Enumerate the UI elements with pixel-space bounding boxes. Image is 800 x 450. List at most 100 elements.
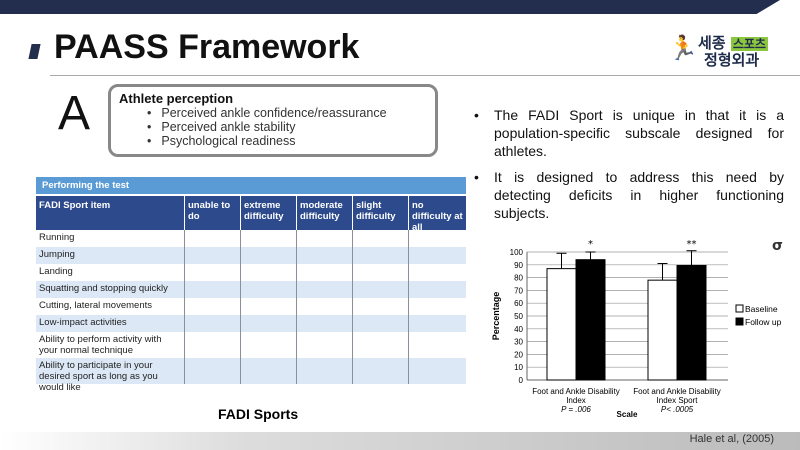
y-tick-label: 50 [514, 312, 523, 321]
table-row: Jumping [36, 247, 466, 264]
item-cell: Running [36, 230, 185, 247]
rating-cell [297, 230, 353, 247]
table-row: Cutting, lateral movements [36, 298, 466, 315]
rating-cell [409, 315, 466, 332]
bar-baseline [546, 268, 577, 381]
rating-cell [409, 230, 466, 247]
item-cell: Squatting and stopping quickly [36, 281, 185, 298]
rating-cell [353, 264, 409, 281]
column-header: slight difficulty [353, 196, 409, 230]
x-axis-label: Scale [617, 410, 638, 419]
y-tick-label: 40 [514, 325, 523, 334]
rating-cell [297, 358, 353, 384]
rating-cell [185, 247, 241, 264]
bullet-points: • The FADI Sport is unique in that it is … [474, 106, 784, 230]
rating-cell [353, 230, 409, 247]
title-divider [50, 75, 800, 76]
table-row: Squatting and stopping quickly [36, 281, 466, 298]
box-heading: Athlete perception [119, 91, 234, 106]
x-tick-label: Foot and Ankle Disability [633, 387, 721, 396]
rating-cell [297, 247, 353, 264]
sigma-icon: σ [772, 238, 783, 254]
bar-follow-up [676, 264, 707, 381]
y-tick-label: 30 [514, 338, 523, 347]
table-title: Performing the test [36, 177, 466, 194]
p-value: P< .0005 [661, 405, 694, 414]
y-tick-label: 60 [514, 299, 523, 308]
rating-cell [297, 315, 353, 332]
significance-marker: * [588, 239, 593, 250]
y-tick-label: 80 [514, 274, 523, 283]
bullet-point: • It is designed to address this need by … [474, 169, 784, 221]
bar-baseline [647, 279, 678, 381]
bullet-text: The FADI Sport is unique in that it is a… [494, 107, 784, 159]
x-tick-label: Foot and Ankle Disability [532, 387, 620, 396]
rating-cell [409, 281, 466, 298]
table-row: Landing [36, 264, 466, 281]
y-tick-label: 10 [514, 363, 523, 372]
legend-label: Baseline [745, 304, 778, 314]
rating-cell [353, 281, 409, 298]
rating-cell [185, 315, 241, 332]
section-letter: A [58, 87, 91, 140]
rating-cell [241, 332, 297, 358]
rating-cell [409, 247, 466, 264]
rating-cell [409, 332, 466, 358]
logo-tag: 스포츠 [730, 37, 768, 51]
title-marker [28, 44, 41, 59]
athlete-perception-box: Athlete perception Perceived ankle confi… [108, 84, 438, 157]
y-tick-label: 20 [514, 350, 523, 359]
rating-cell [241, 247, 297, 264]
legend-swatch [735, 304, 744, 313]
y-tick-label: 0 [519, 376, 524, 385]
bullet-text: It is designed to address this need by d… [494, 169, 784, 221]
column-header: unable to do [185, 196, 241, 230]
y-tick-label: 70 [514, 286, 523, 295]
y-tick-label: 100 [510, 248, 524, 257]
rating-cell [353, 298, 409, 315]
rating-cell [185, 264, 241, 281]
rating-cell [409, 264, 466, 281]
page-title: PAASS Framework [54, 28, 360, 66]
y-tick-label: 90 [514, 261, 523, 270]
rating-cell [297, 264, 353, 281]
legend-swatch [735, 317, 744, 326]
item-cell: Low-impact activities [36, 315, 185, 332]
rating-cell [241, 230, 297, 247]
rating-cell [241, 264, 297, 281]
box-item: Perceived ankle stability [147, 120, 427, 134]
p-value: P = .006 [561, 405, 591, 414]
bar-follow-up [575, 259, 606, 381]
rating-cell [353, 358, 409, 384]
fadi-table: Performing the test FADI Sport item unab… [36, 177, 466, 393]
table-row: Low-impact activities [36, 315, 466, 332]
logo-text: 세종 [698, 34, 726, 52]
rating-cell [185, 298, 241, 315]
table-row: Ability to participate in your desired s… [36, 358, 466, 393]
rating-cell [241, 315, 297, 332]
item-cell: Ability to participate in your desired s… [36, 358, 185, 393]
x-tick-label: Index [566, 396, 586, 405]
y-axis-label: Percentage [491, 292, 501, 341]
top-bar [0, 0, 780, 14]
rating-cell [185, 332, 241, 358]
column-header: extreme difficulty [241, 196, 297, 230]
table-header: FADI Sport item unable to do extreme dif… [36, 196, 466, 233]
column-header: moderate difficulty [297, 196, 353, 230]
column-header: FADI Sport item [36, 196, 185, 230]
box-item: Psychological readiness [147, 134, 427, 148]
item-cell: Cutting, lateral movements [36, 298, 185, 315]
rating-cell [297, 332, 353, 358]
box-item: Perceived ankle confidence/reassurance [147, 106, 427, 120]
significance-marker: ** [687, 239, 697, 250]
table-row: Ability to perform activity with your no… [36, 332, 466, 358]
item-cell: Ability to perform activity with your no… [36, 332, 185, 358]
rating-cell [241, 298, 297, 315]
bottom-bar [0, 432, 800, 450]
fadi-bar-chart: 0 10 20 30 40 50 60 70 80 90 100 * Foot and Ankle Di… [491, 239, 782, 419]
rating-cell [297, 281, 353, 298]
table-row: Running [36, 230, 466, 247]
runner-icon: 🏃 [668, 34, 698, 62]
rating-cell [409, 358, 466, 384]
legend-label: Follow up [745, 317, 782, 327]
